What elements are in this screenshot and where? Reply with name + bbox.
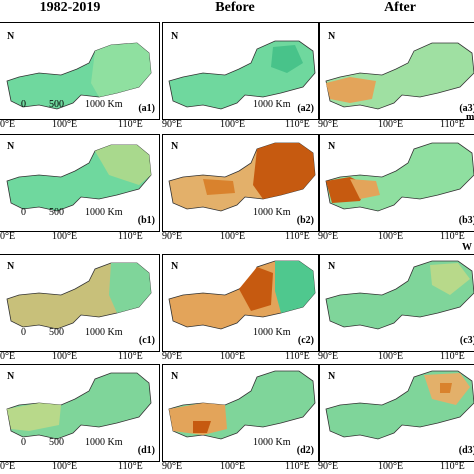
map-panel-c1: N 0 500 1000 Km (c1)	[0, 254, 160, 352]
tick-110e: 110°E	[118, 351, 143, 362]
map-panel-a3: N (a3)	[319, 22, 474, 120]
tick-90e: 90°E	[318, 461, 339, 472]
tick-110e: 110°E	[440, 231, 465, 242]
scale-end: 1000 Km	[85, 207, 123, 218]
tick-100e: 100°E	[378, 119, 404, 130]
tick-90e: 0°E	[0, 231, 16, 242]
tick-110e: 110°E	[440, 351, 465, 362]
column-header-before: Before	[215, 0, 255, 15]
tick-100e: 100°E	[378, 351, 404, 362]
map-panel-c3: N (c3)	[319, 254, 474, 352]
tick-100e: 100°E	[220, 351, 246, 362]
panel-label: (a3)	[459, 103, 474, 114]
scale-zero: 0	[21, 99, 26, 110]
panel-label: (c3)	[459, 335, 474, 346]
north-arrow: N	[171, 141, 179, 152]
scale-end: 1000 Km	[85, 327, 123, 338]
scale-zero: 0	[21, 207, 26, 218]
scale-end: 1000 Km	[253, 327, 291, 338]
tick-100e: 100°E	[220, 461, 246, 472]
tick-110e: 110°E	[118, 119, 143, 130]
tick-110e: 110°E	[440, 119, 465, 130]
panel-label: (b3)	[458, 215, 474, 226]
north-arrow: N	[328, 141, 336, 152]
tick-110e: 110°E	[118, 461, 143, 472]
panel-label: (b2)	[296, 215, 314, 226]
scale-end: 1000 Km	[253, 99, 291, 110]
tick-90e: 90°E	[162, 461, 183, 472]
tick-100e: 100°E	[52, 231, 78, 242]
scale-end: 1000 Km	[253, 437, 291, 448]
tick-100e: 100°E	[378, 461, 404, 472]
north-arrow: N	[171, 31, 179, 42]
tick-110e: 110°E	[285, 231, 310, 242]
tick-90e: 0°E	[0, 351, 16, 362]
tick-90e: 90°E	[318, 119, 339, 130]
panel-label: (b1)	[137, 215, 155, 226]
scale-zero: 0	[21, 327, 26, 338]
north-arrow: N	[171, 371, 179, 382]
scale-end: 1000 Km	[85, 99, 123, 110]
tick-90e: 90°E	[318, 351, 339, 362]
map-panel-a1: N 0 500 1000 Km (a1)	[0, 22, 160, 120]
tick-110e: 110°E	[285, 119, 310, 130]
tick-90e: 90°E	[162, 231, 183, 242]
map-panel-b2: N 1000 Km (b2)	[162, 134, 319, 232]
panel-label: (c2)	[297, 335, 314, 346]
map-panel-b3: N (b3)	[319, 134, 474, 232]
tick-90e: 90°E	[318, 231, 339, 242]
north-arrow: N	[328, 371, 336, 382]
scale-mid: 500	[49, 437, 64, 448]
map-panel-b1: N 0 500 1000 Km (b1)	[0, 134, 160, 232]
north-arrow: N	[328, 261, 336, 272]
panel-label: (a1)	[138, 103, 155, 114]
tick-90e: 90°E	[162, 119, 183, 130]
panel-label: (d1)	[137, 445, 155, 456]
column-header-after: After	[384, 0, 416, 15]
north-arrow: N	[7, 261, 15, 272]
scale-mid: 500	[49, 207, 64, 218]
tick-90e: 0°E	[0, 119, 16, 130]
scale-end: 1000 Km	[253, 207, 291, 218]
north-arrow: N	[171, 261, 179, 272]
north-arrow: N	[7, 141, 15, 152]
north-arrow: N	[7, 31, 15, 42]
panel-label: (a2)	[297, 103, 314, 114]
tick-100e: 100°E	[220, 119, 246, 130]
panel-label: (d2)	[296, 445, 314, 456]
tick-90e: 90°E	[162, 351, 183, 362]
map-panel-a2: N 1000 Km (a2)	[162, 22, 319, 120]
side-label: W	[462, 242, 472, 253]
north-arrow: N	[328, 31, 336, 42]
map-panel-d2: N 1000 Km (d2)	[162, 364, 319, 462]
tick-100e: 100°E	[52, 351, 78, 362]
map-panel-d1: N 0 500 1000 Km (d1)	[0, 364, 160, 462]
panel-label: (d3)	[458, 445, 474, 456]
side-label: m	[466, 112, 474, 123]
map-panel-d3: N (d3)	[319, 364, 474, 462]
tick-100e: 100°E	[52, 461, 78, 472]
tick-100e: 100°E	[52, 119, 78, 130]
tick-110e: 110°E	[440, 461, 465, 472]
scale-mid: 500	[49, 327, 64, 338]
scale-zero: 0	[21, 437, 26, 448]
column-header-1982-2019: 1982-2019	[39, 0, 101, 15]
panel-label: (c1)	[138, 335, 155, 346]
tick-110e: 110°E	[118, 231, 143, 242]
tick-110e: 110°E	[285, 351, 310, 362]
tick-100e: 100°E	[378, 231, 404, 242]
scale-mid: 500	[49, 99, 64, 110]
tick-100e: 100°E	[220, 231, 246, 242]
tick-110e: 110°E	[285, 461, 310, 472]
north-arrow: N	[7, 371, 15, 382]
scale-end: 1000 Km	[85, 437, 123, 448]
tick-90e: 0°E	[0, 461, 16, 472]
map-panel-c2: N 1000 Km (c2)	[162, 254, 319, 352]
